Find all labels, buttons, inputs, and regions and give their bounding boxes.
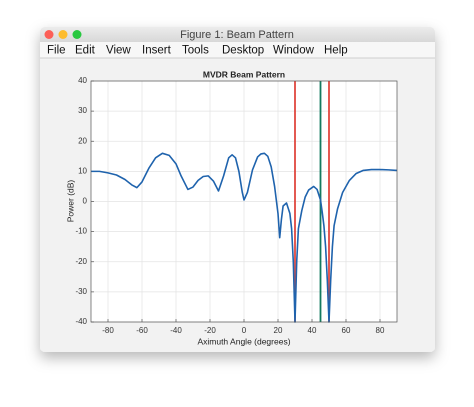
zoom-button[interactable] bbox=[72, 30, 82, 39]
y-tick-label: -20 bbox=[75, 257, 87, 266]
x-tick-label: 20 bbox=[274, 326, 283, 335]
x-tick-label: -20 bbox=[204, 326, 216, 335]
window-title: Figure 1: Beam Pattern bbox=[180, 29, 294, 41]
beam-pattern-line bbox=[91, 152, 398, 323]
y-tick-label: 40 bbox=[78, 76, 87, 85]
x-tick-label: -40 bbox=[170, 326, 182, 335]
y-tick-label: -10 bbox=[75, 227, 87, 236]
axes-frame bbox=[90, 80, 398, 323]
chart-title: MVDR Beam Pattern bbox=[203, 69, 285, 79]
menu-item[interactable]: Desktop bbox=[222, 45, 264, 57]
x-tick-label: 60 bbox=[342, 326, 351, 335]
close-button[interactable] bbox=[44, 30, 54, 39]
x-axis-label: Aximuth Angle (degrees) bbox=[197, 336, 290, 346]
y-tick-label: -40 bbox=[75, 317, 87, 326]
x-tick-label: -60 bbox=[136, 326, 148, 335]
x-tick-label: 80 bbox=[376, 326, 385, 335]
x-tick-label: -80 bbox=[102, 326, 114, 335]
minimize-button[interactable] bbox=[58, 30, 68, 39]
menu-item[interactable]: Tools bbox=[182, 45, 209, 57]
x-tick-label: 40 bbox=[308, 326, 317, 335]
menu-item[interactable]: View bbox=[106, 45, 131, 57]
y-tick-label: 30 bbox=[78, 106, 87, 115]
title-bar bbox=[40, 27, 435, 42]
y-axis-label: Power (dB) bbox=[65, 180, 75, 223]
x-tick-label: 0 bbox=[242, 326, 247, 335]
y-tick-label: 0 bbox=[83, 197, 88, 206]
menu-bar bbox=[40, 42, 435, 58]
y-tick-label: -30 bbox=[75, 287, 87, 296]
menu-item[interactable]: Window bbox=[273, 45, 315, 57]
y-tick-label: 10 bbox=[78, 166, 87, 175]
menu-item[interactable]: Insert bbox=[142, 45, 172, 57]
menu-item[interactable]: Help bbox=[324, 45, 348, 57]
menu-item[interactable]: Edit bbox=[75, 45, 96, 57]
y-tick-label: 20 bbox=[78, 136, 87, 145]
menu-item[interactable]: File bbox=[47, 45, 66, 57]
